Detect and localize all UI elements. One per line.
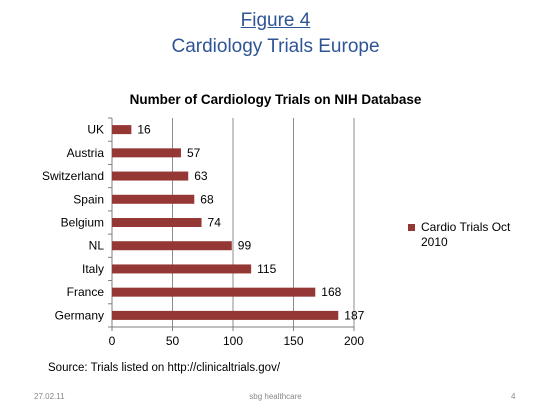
data-label: 68	[200, 192, 214, 206]
footer-company: sbg healthcare	[249, 392, 302, 401]
x-tick-label: 50	[166, 334, 180, 348]
category-label: Switzerland	[42, 169, 104, 183]
x-tick-label: 100	[223, 334, 243, 348]
data-label: 63	[194, 169, 208, 183]
data-label: 187	[344, 308, 364, 322]
data-label: 16	[137, 123, 151, 137]
category-label: UK	[87, 123, 104, 137]
data-label: 74	[208, 216, 222, 230]
data-label: 168	[321, 285, 341, 299]
bar	[112, 264, 252, 274]
bar	[112, 310, 339, 320]
footer-date: 27.02.11	[34, 392, 65, 401]
bar	[112, 194, 195, 204]
figure-label: Figure 4	[240, 10, 311, 31]
chart-title: Number of Cardiology Trials on NIH Datab…	[129, 92, 422, 107]
x-tick-label: 150	[283, 334, 303, 348]
legend-label: Cardio Trials Oct 2010	[421, 220, 511, 249]
category-label: Germany	[55, 308, 104, 322]
category-label: Belgium	[61, 216, 104, 230]
legend-swatch	[408, 224, 415, 231]
data-label: 57	[187, 146, 201, 160]
bar	[112, 125, 132, 135]
bar	[112, 287, 316, 297]
bar	[112, 171, 189, 181]
data-label: 115	[257, 262, 276, 276]
category-label: Spain	[73, 192, 104, 206]
category-label: Italy	[82, 262, 104, 276]
bar	[112, 148, 181, 158]
x-tick-label: 0	[109, 334, 116, 348]
figure-title: Cardiology Trials Europe	[171, 36, 380, 57]
category-label: NL	[89, 239, 105, 253]
source-note: Source: Trials listed on http://clinical…	[48, 362, 281, 374]
x-tick-label: 200	[344, 334, 364, 348]
category-label: France	[67, 285, 105, 299]
category-label: Austria	[67, 146, 105, 160]
bar	[112, 218, 202, 227]
page-number: 4	[511, 392, 516, 401]
bar	[112, 241, 232, 251]
data-label: 99	[238, 239, 252, 253]
